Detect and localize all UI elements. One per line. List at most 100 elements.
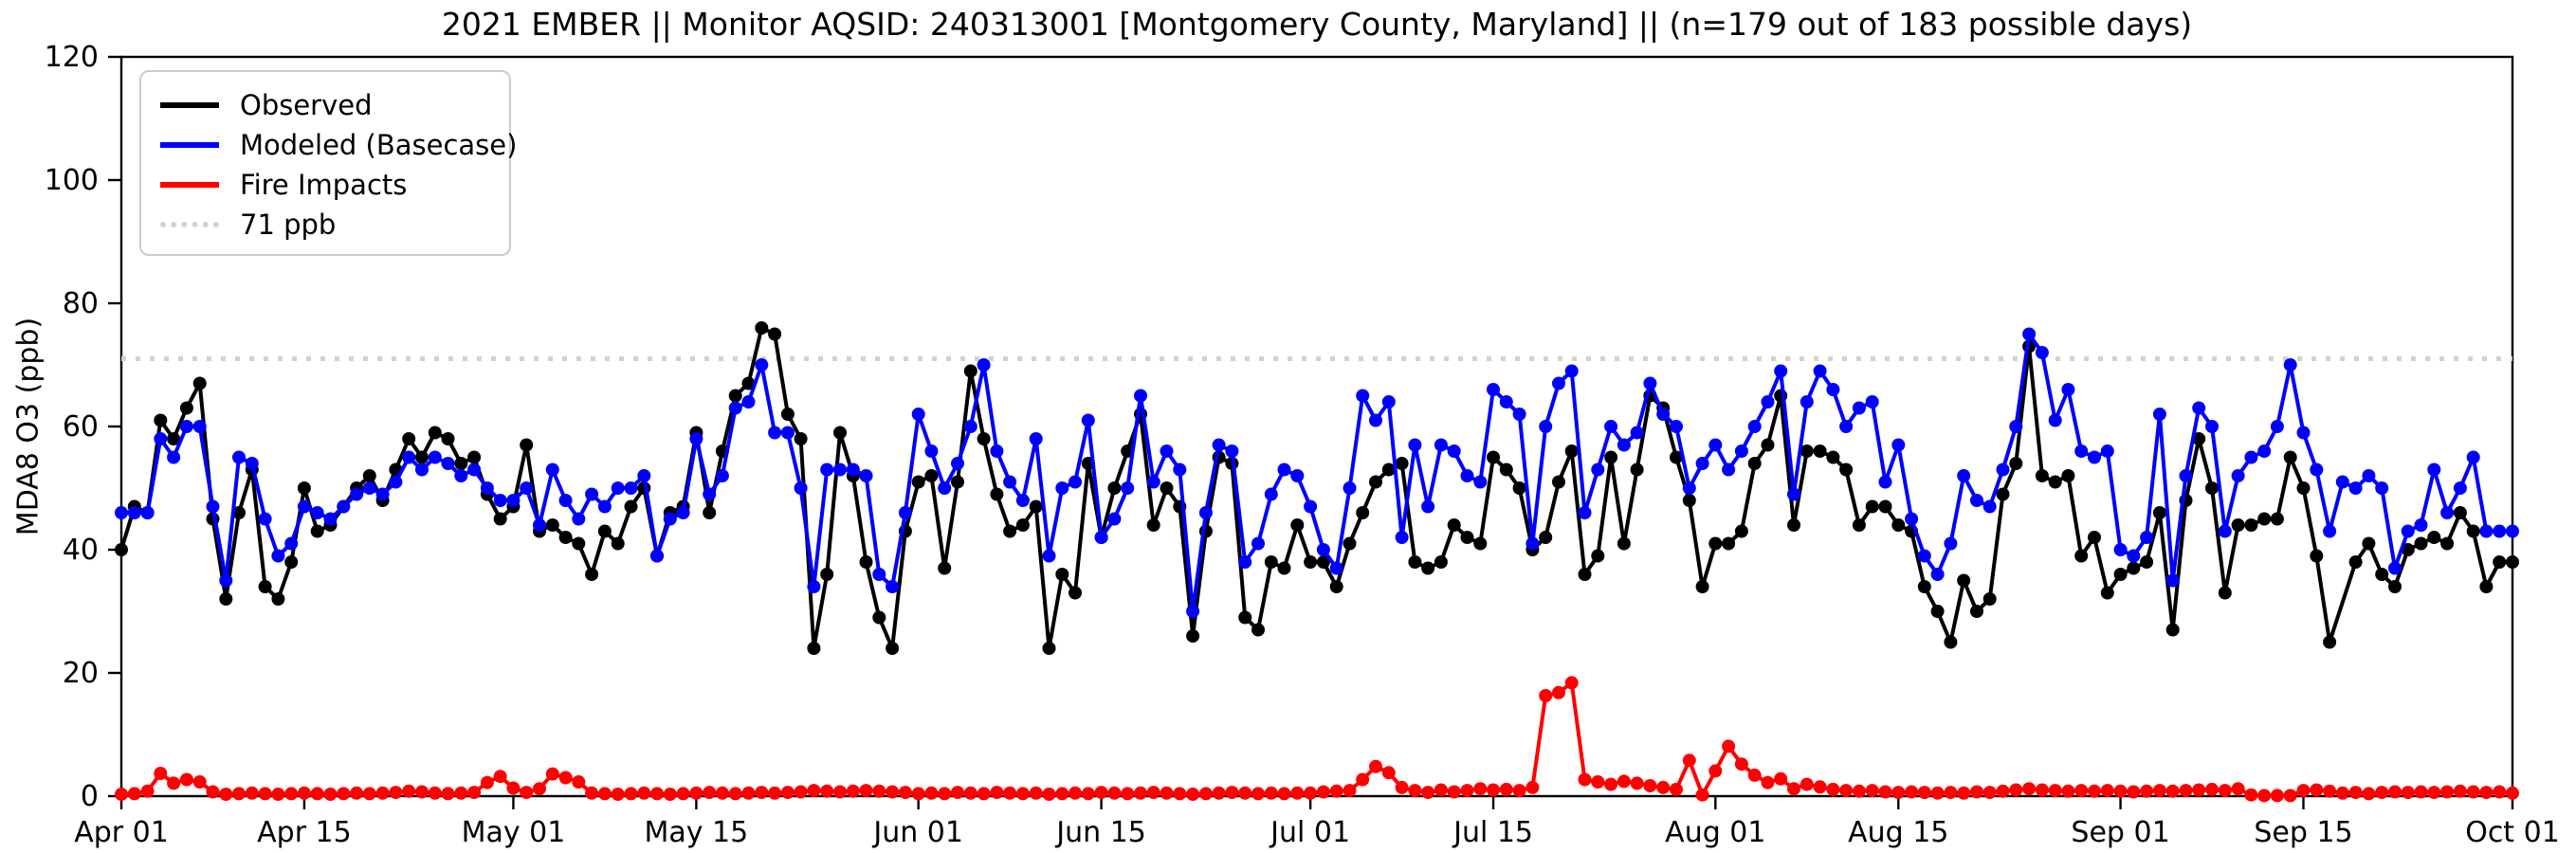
data-point [402,784,416,798]
data-point [715,786,729,800]
data-point [768,426,782,440]
data-point [115,506,128,519]
data-point [833,426,847,440]
data-point [1630,463,1644,477]
data-point [2152,506,2166,519]
data-point [154,432,168,445]
x-tick-label: Jun 01 [871,816,963,849]
data-point [284,555,299,569]
data-point [1395,457,1409,470]
legend-item-modeled-basecase-: Modeled (Basecase) [141,125,517,165]
data-point [2152,784,2166,798]
data-point [2152,408,2166,421]
data-point [1800,445,1814,458]
data-point [1015,518,1030,532]
data-point [1957,786,1971,800]
data-point [1839,420,1854,433]
data-point [1591,775,1605,789]
data-point [1395,780,1409,794]
data-point [2165,573,2180,588]
data-point [676,787,690,801]
data-point [1905,785,1919,799]
data-point [1238,786,1252,800]
data-point [1944,536,1958,551]
data-point [1447,518,1461,532]
data-point [2414,536,2428,551]
data-point [1813,780,1827,794]
data-point [1747,420,1762,433]
data-point [1343,536,1357,551]
data-point [1447,445,1461,458]
data-point [2453,506,2467,519]
data-point [1408,555,1422,569]
data-point [245,457,259,470]
data-point [1277,561,1291,575]
data-point [1369,413,1382,427]
data-point [2440,536,2455,551]
data-point [1591,549,1605,563]
data-point [415,785,429,799]
data-point [1107,512,1122,526]
data-point [833,785,847,799]
data-point [1343,481,1357,495]
data-point [520,438,534,452]
data-point [2440,506,2455,519]
x-tick-label: Aug 15 [1848,816,1948,849]
data-point [2401,786,2415,800]
data-point [624,499,638,514]
data-point [467,450,482,464]
data-point [389,786,403,800]
data-point [2140,531,2154,544]
data-point [585,487,599,501]
data-point [2283,789,2297,803]
data-point [1578,772,1592,787]
data-point [1251,623,1265,637]
data-point [951,475,964,489]
data-point [1526,780,1540,794]
data-point [990,487,1004,501]
data-point [807,784,821,798]
data-point [2100,784,2114,798]
data-point [297,499,311,514]
data-point [1761,775,1775,789]
data-point [1473,536,1488,551]
data-point [1160,481,1174,495]
data-point [192,775,207,789]
data-point [1146,518,1160,532]
data-point [480,481,494,495]
data-point [2088,531,2101,544]
data-point [1747,768,1762,782]
data-point [611,536,625,551]
data-point [2257,789,2272,803]
data-point [650,787,664,801]
data-point [755,786,769,800]
data-point [2479,524,2494,538]
data-point [1930,605,1945,618]
data-point [362,787,376,801]
data-point [219,592,233,606]
data-point [1617,774,1631,789]
data-point [1617,438,1631,452]
data-point [663,512,677,526]
data-point [807,580,821,593]
data-point [1800,777,1814,791]
data-point [2362,469,2376,482]
legend-label: 71 ppb [240,209,337,241]
data-point [206,499,220,514]
data-point [820,568,834,581]
data-point [1865,395,1879,408]
y-tick-label: 40 [63,534,99,567]
data-point [1722,536,1736,551]
data-point [1225,786,1239,800]
data-point [2009,783,2023,797]
data-point [1643,779,1657,792]
data-point [258,580,272,593]
data-point [1238,610,1252,625]
data-point [1198,506,1213,519]
data-point [1891,438,1906,452]
y-tick-label: 0 [81,780,99,813]
data-point [362,469,376,482]
data-point [2127,785,2141,799]
data-point [1107,481,1122,495]
data-point [1212,438,1226,452]
